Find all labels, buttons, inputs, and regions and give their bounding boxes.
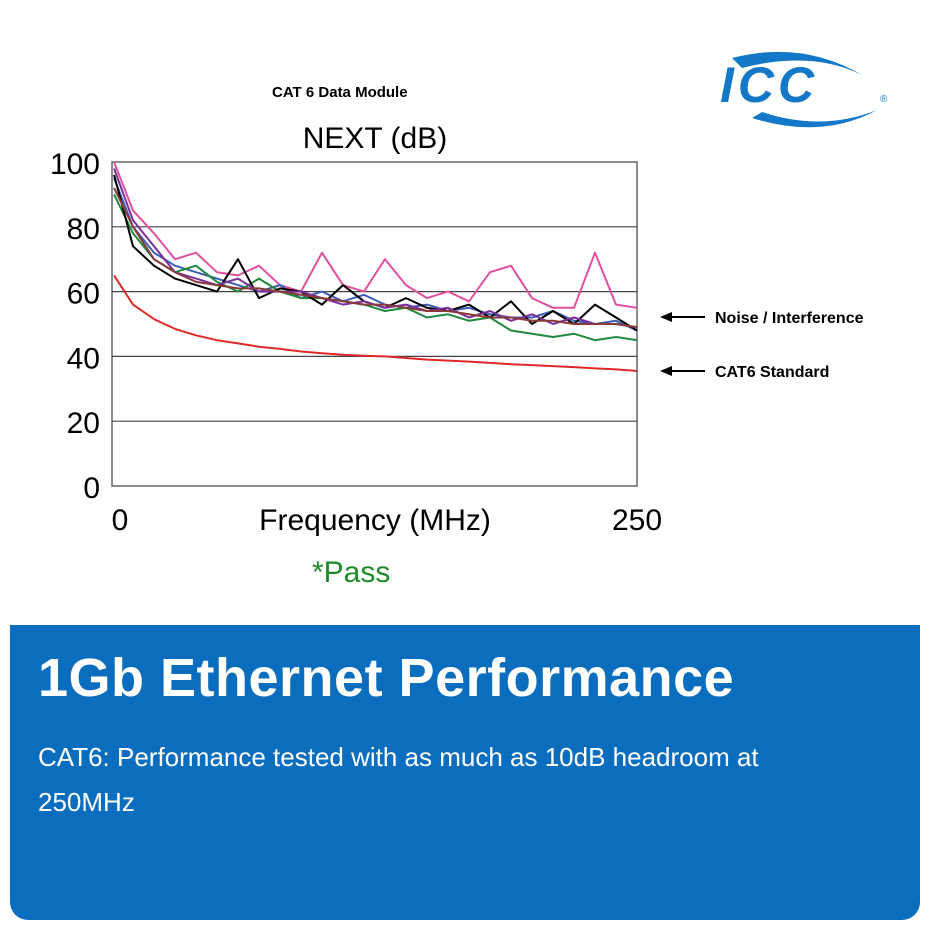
series-line-0 bbox=[113, 161, 638, 309]
annotation-label: CAT6 Standard bbox=[715, 364, 829, 381]
pass-label: *Pass bbox=[312, 556, 391, 589]
svg-text:®: ® bbox=[880, 94, 888, 105]
x-axis-label: Frequency (MHz) bbox=[259, 504, 491, 537]
next-chart: 0 20 40 60 80 100 0 250 Frequency (MHz) NEXT (dB)… bbox=[50, 122, 864, 537]
icc-logo: ICC ® bbox=[712, 40, 902, 140]
y-tick-label: 80 bbox=[67, 213, 100, 246]
chart-title: NEXT (dB) bbox=[303, 122, 447, 155]
annotation-label: Noise / Interference bbox=[715, 310, 864, 327]
x-tick-label: 250 bbox=[612, 504, 662, 537]
series-line-5 bbox=[113, 187, 638, 329]
arrow-head-icon bbox=[660, 312, 672, 322]
arrow-head-icon bbox=[660, 366, 672, 376]
x-tick-label: 0 bbox=[112, 504, 129, 537]
info-panel: 1Gb Ethernet Performance CAT6: Performan… bbox=[10, 625, 920, 920]
panel-heading: 1Gb Ethernet Performance bbox=[38, 648, 735, 708]
y-tick-label: 100 bbox=[50, 148, 100, 181]
panel-body: CAT6: Performance tested with as much as… bbox=[38, 742, 759, 817]
series-line-2 bbox=[113, 193, 638, 342]
chart-subtitle: CAT 6 Data Module bbox=[272, 84, 408, 101]
y-tick-label: 20 bbox=[67, 407, 100, 440]
y-tick-label: 0 bbox=[83, 472, 100, 505]
y-tick-label: 40 bbox=[67, 342, 100, 375]
y-tick-label: 60 bbox=[67, 278, 100, 311]
series-line-cat6-standard bbox=[113, 274, 638, 372]
svg-text:ICC: ICC bbox=[720, 57, 818, 113]
plot-area bbox=[111, 161, 638, 487]
